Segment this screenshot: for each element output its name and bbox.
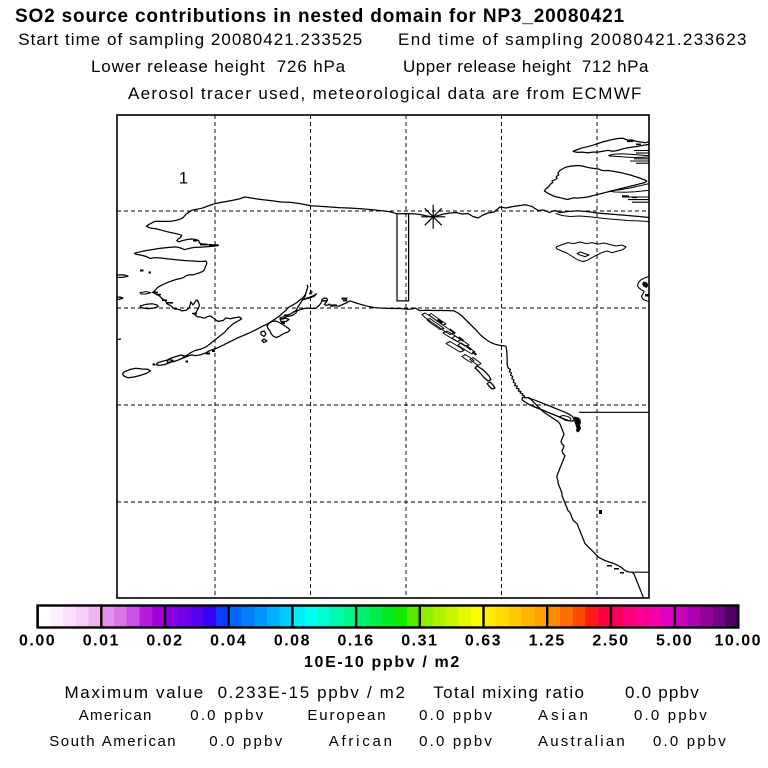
svg-text:0.04: 0.04 — [210, 633, 247, 650]
svg-text:10.00: 10.00 — [715, 633, 763, 650]
svg-text:0.63: 0.63 — [465, 633, 502, 650]
svg-text:5.00: 5.00 — [656, 633, 693, 650]
svg-text:0.02: 0.02 — [146, 633, 183, 650]
svg-text:2.50: 2.50 — [592, 633, 629, 650]
svg-text:0.08: 0.08 — [274, 633, 311, 650]
svg-text:0.00: 0.00 — [19, 633, 56, 650]
svg-text:0.31: 0.31 — [401, 633, 438, 650]
svg-text:1: 1 — [179, 170, 188, 188]
svg-text:0.01: 0.01 — [83, 633, 120, 650]
svg-text:1.25: 1.25 — [529, 633, 566, 650]
svg-text:0.16: 0.16 — [338, 633, 375, 650]
